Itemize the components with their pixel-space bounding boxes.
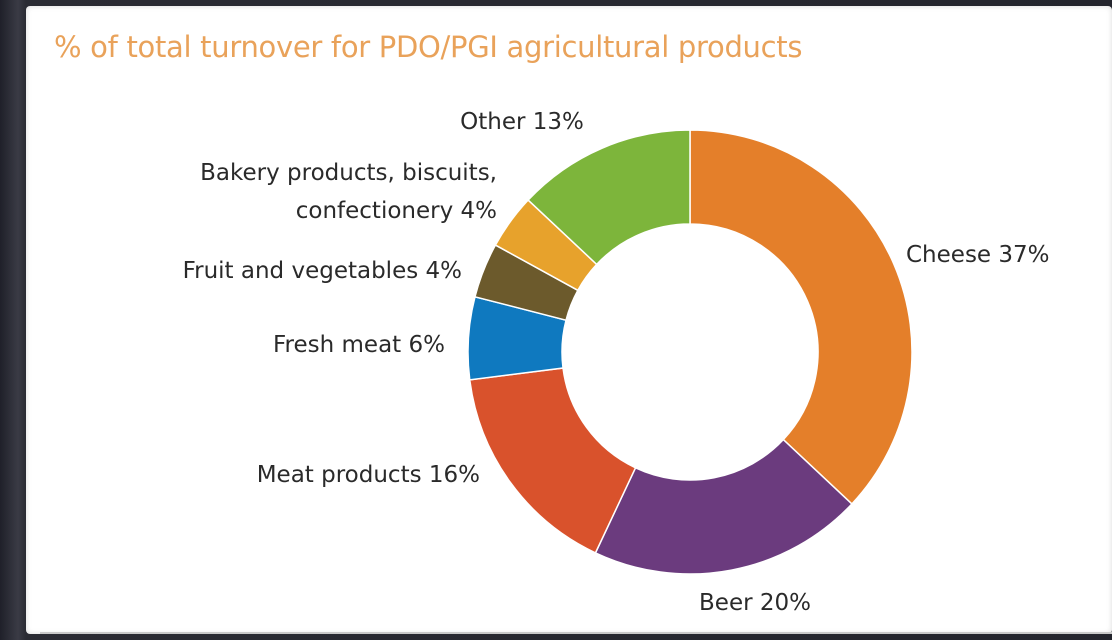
slice-labels: Cheese 37% Beer 20% Meat products 16% Fresh… bbox=[183, 109, 1050, 616]
donut-hole bbox=[562, 224, 818, 480]
slice-label: Fruit and vegetables 4% bbox=[183, 258, 462, 284]
slice-label: Cheese 37% bbox=[906, 242, 1050, 268]
slice-label: Beer 20% bbox=[699, 590, 811, 616]
slice-label: Bakery products, biscuits, confectionery … bbox=[200, 160, 497, 224]
divider bbox=[40, 632, 1112, 634]
slice-label: Fresh meat 6% bbox=[273, 332, 445, 358]
slice-label: Other 13% bbox=[460, 109, 584, 135]
slice-label: Meat products 16% bbox=[257, 462, 480, 488]
chart-title: % of total turnover for PDO/PGI agricult… bbox=[54, 30, 803, 64]
